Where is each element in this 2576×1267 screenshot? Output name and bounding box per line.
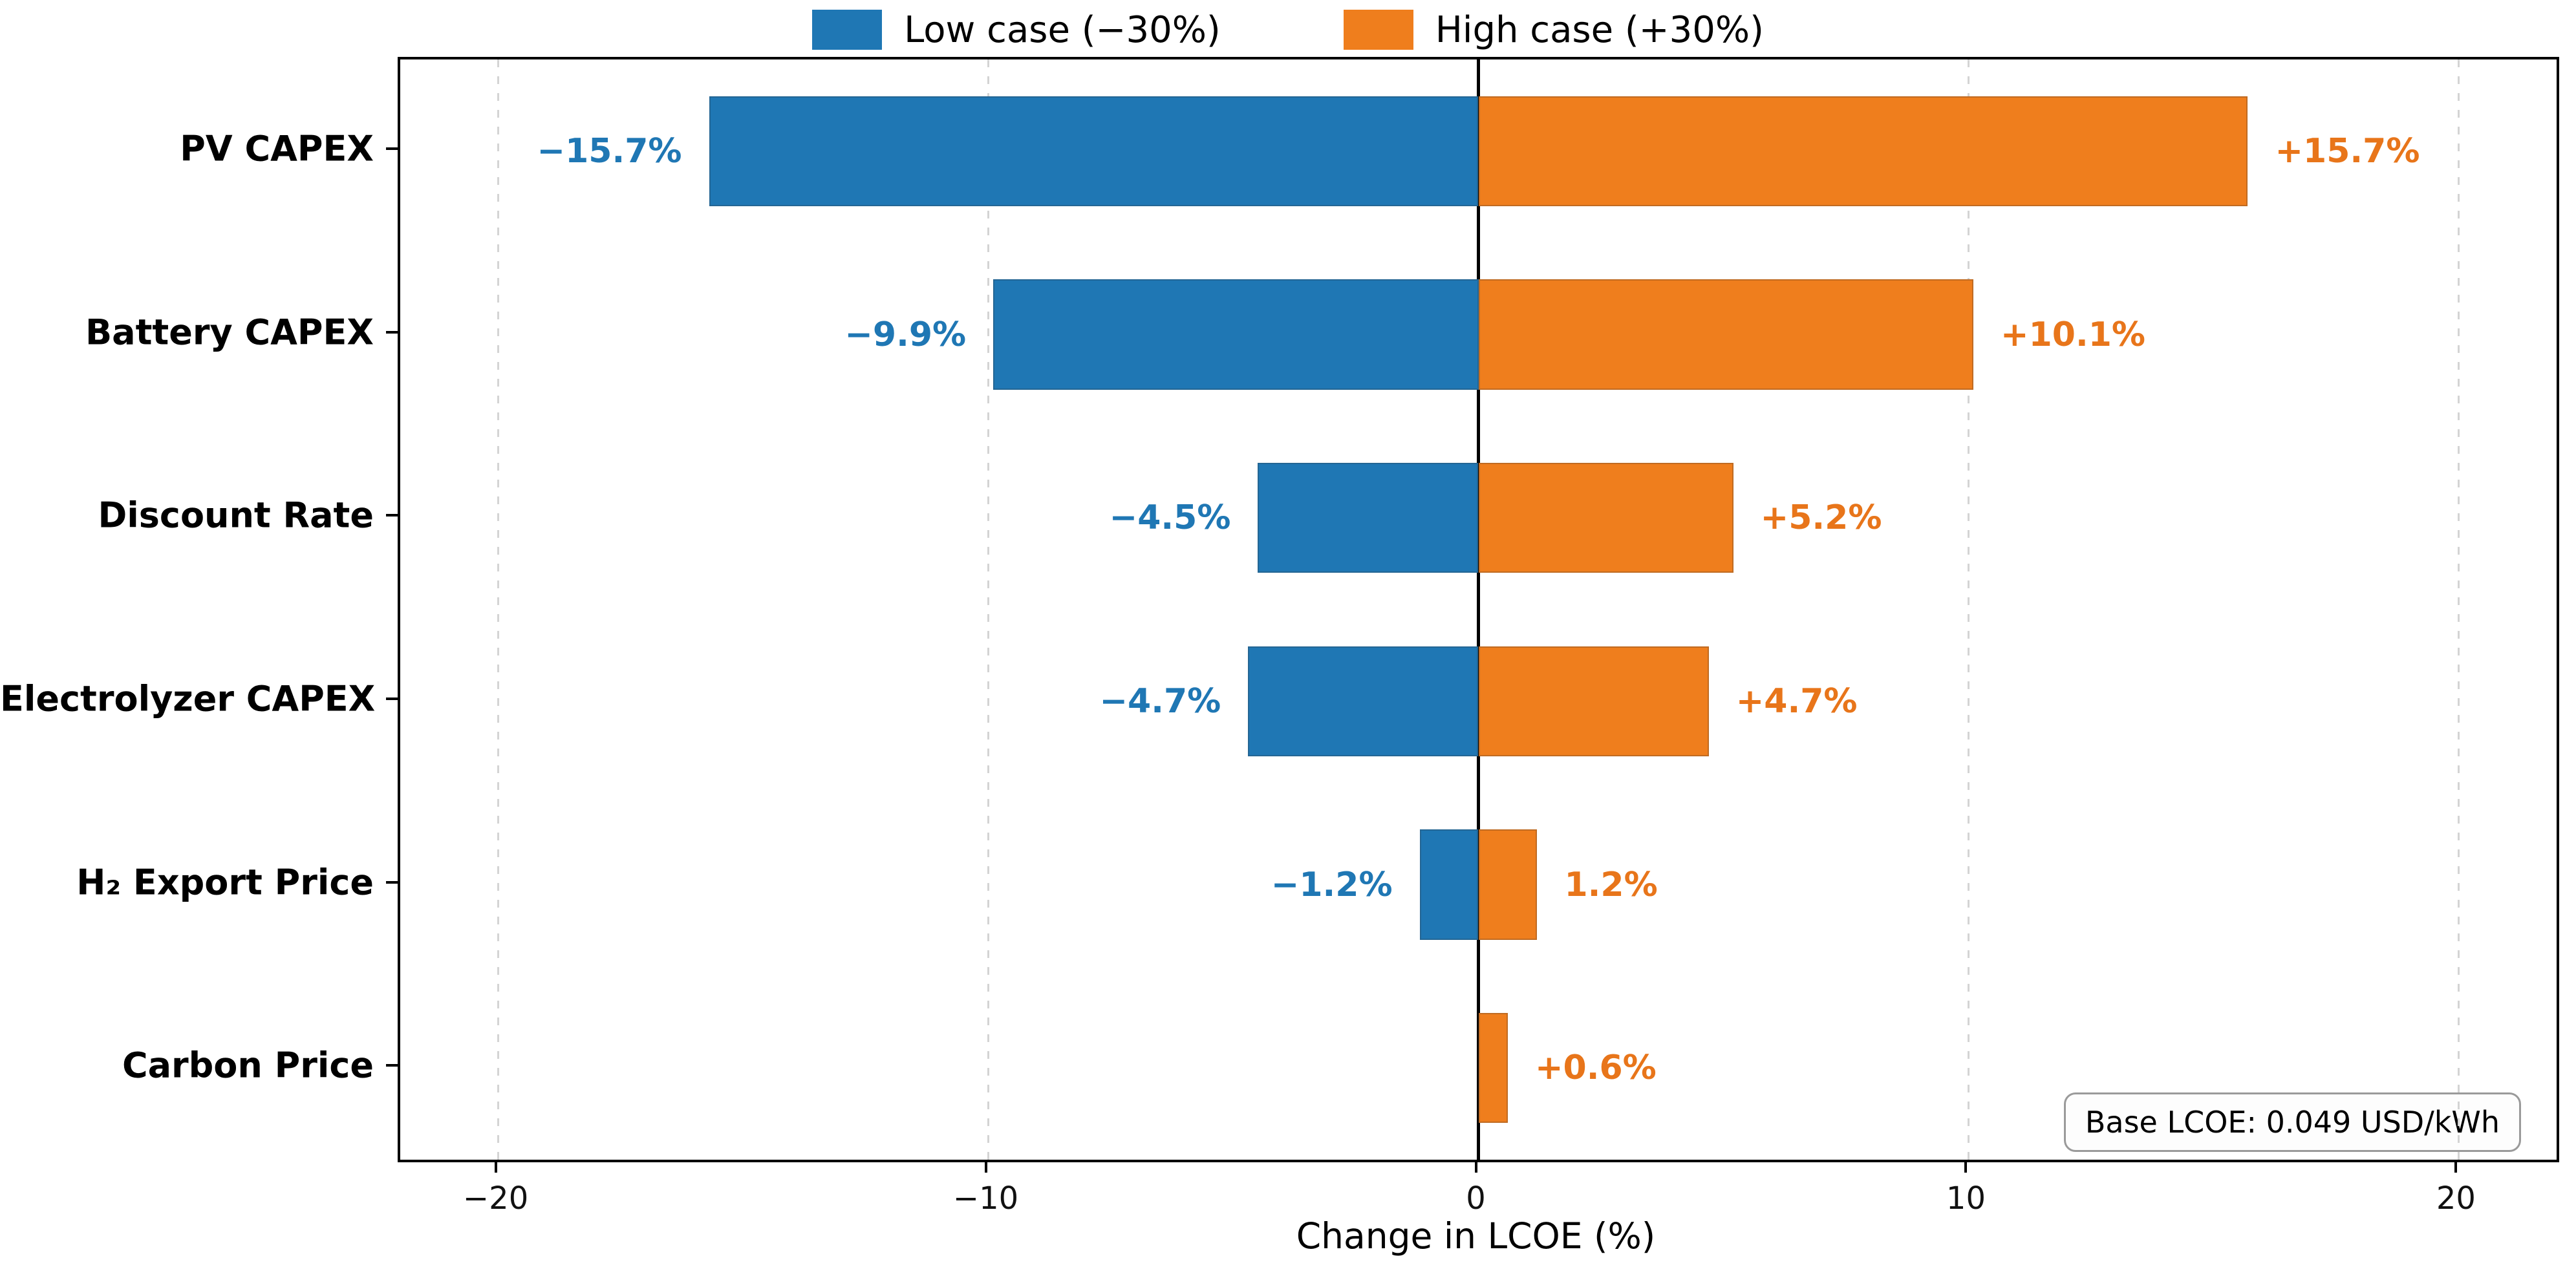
plot-area: Base LCOE: 0.049 USD/kWh −15.7% +15.7% −9.… xyxy=(398,57,2559,1162)
bar-high xyxy=(1478,463,1733,573)
y-tick-mark xyxy=(386,147,398,150)
bar-low xyxy=(1258,463,1479,573)
x-tick-mark xyxy=(1964,1161,1968,1173)
category-label: H₂ Export Price xyxy=(76,862,374,902)
gridline xyxy=(1967,59,1970,1160)
category-label: Battery CAPEX xyxy=(85,312,374,352)
legend: Low case (−30%) High case (+30%) xyxy=(0,0,2576,59)
bar-value-label-low: −4.7% xyxy=(1099,681,1221,721)
category-label: Carbon Price xyxy=(122,1045,374,1086)
x-tick-label: 20 xyxy=(2436,1180,2476,1217)
bar-value-label-high: +15.7% xyxy=(2275,131,2420,171)
category-label: Discount Rate xyxy=(98,495,374,536)
x-tick-mark xyxy=(984,1161,987,1173)
bar-value-label-high: 1.2% xyxy=(1564,865,1658,904)
bar-low xyxy=(1419,829,1479,940)
bar-value-label-high: +5.2% xyxy=(1760,498,1882,538)
bar-low xyxy=(993,279,1479,390)
bar-low xyxy=(1248,646,1479,756)
gridline xyxy=(2457,59,2460,1160)
legend-label-low: Low case (−30%) xyxy=(904,8,1221,51)
y-tick-mark xyxy=(386,1064,398,1067)
base-lcoe-annotation: Base LCOE: 0.049 USD/kWh xyxy=(2063,1092,2521,1152)
bar-high xyxy=(1478,279,1974,390)
bar-high xyxy=(1478,1013,1508,1123)
zero-line xyxy=(1477,59,1480,1160)
legend-label-high: High case (+30%) xyxy=(1435,8,1764,51)
legend-swatch-low xyxy=(812,10,883,50)
legend-item-high: High case (+30%) xyxy=(1343,8,1764,51)
category-label: PV CAPEX xyxy=(180,128,374,169)
x-axis-label: Change in LCOE (%) xyxy=(1296,1215,1656,1257)
x-tick-label: 0 xyxy=(1466,1180,1486,1217)
x-tick-mark xyxy=(494,1161,497,1173)
bar-value-label-low: −15.7% xyxy=(537,131,682,171)
bar-value-label-high: +10.1% xyxy=(2001,315,2146,354)
y-tick-mark xyxy=(386,330,398,334)
bar-high xyxy=(1478,646,1709,756)
bar-low xyxy=(709,96,1479,206)
gridline xyxy=(497,59,500,1160)
x-tick-mark xyxy=(2454,1161,2458,1173)
y-tick-mark xyxy=(386,880,398,884)
x-tick-mark xyxy=(1474,1161,1477,1173)
gridline xyxy=(987,59,990,1160)
x-tick-label: −10 xyxy=(952,1180,1019,1217)
legend-swatch-high xyxy=(1343,10,1413,50)
legend-item-low: Low case (−30%) xyxy=(812,9,1221,51)
bar-value-label-high: +4.7% xyxy=(1735,681,1858,721)
bar-value-label-low: −4.5% xyxy=(1109,498,1231,538)
bar-high xyxy=(1478,96,2248,206)
y-tick-mark xyxy=(386,514,398,517)
bar-value-label-low: −9.9% xyxy=(844,315,967,354)
bar-high xyxy=(1478,829,1538,940)
category-label: Electrolyzer CAPEX xyxy=(0,678,376,719)
bar-value-label-low: −1.2% xyxy=(1271,865,1393,904)
x-tick-label: −20 xyxy=(462,1180,529,1217)
bar-value-label-high: +0.6% xyxy=(1534,1049,1657,1088)
x-tick-label: 10 xyxy=(1946,1180,1986,1217)
y-tick-mark xyxy=(386,697,398,700)
